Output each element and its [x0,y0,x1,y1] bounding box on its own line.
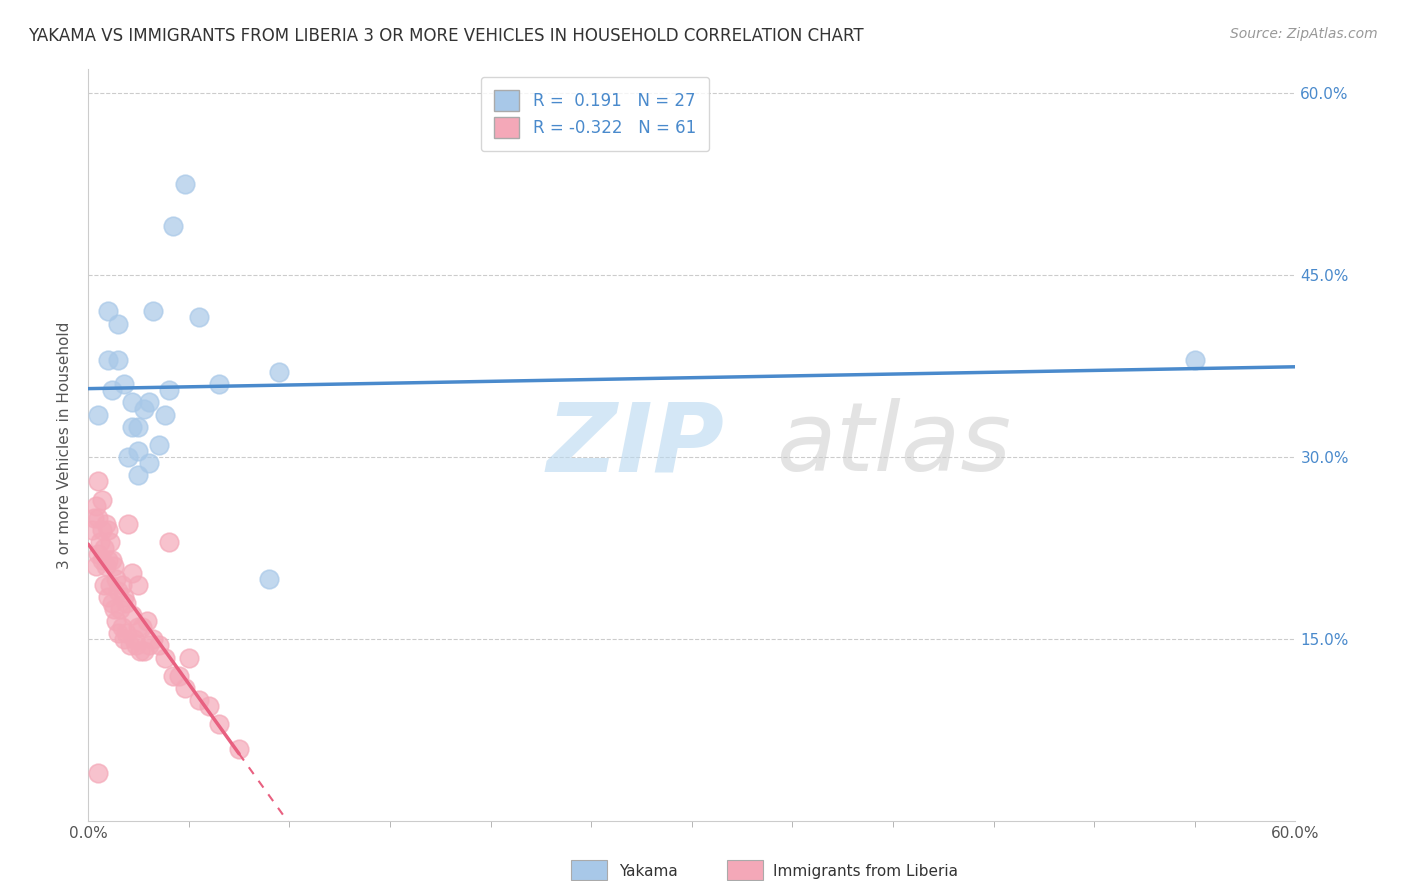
Point [97,523,120,537]
Point [138,395,160,409]
Point [89,535,111,549]
Point [98,535,121,549]
Point [97,553,120,567]
Legend: R =  0.191   N = 27, R = -0.322   N = 61: R = 0.191 N = 27, R = -0.322 N = 61 [481,77,710,151]
Point [131,620,153,634]
Point [157,384,180,398]
Point [121,395,143,409]
Point [129,644,152,658]
Point [141,304,163,318]
Point [91,523,114,537]
Point [101,596,124,610]
Point [127,468,149,483]
Point [269,365,291,379]
Point [138,639,160,653]
Point [101,384,124,398]
Point [96,516,118,531]
Point [84,499,107,513]
Point [82,523,104,537]
Point [117,516,139,531]
Text: ZIP: ZIP [547,399,725,491]
Point [127,620,149,634]
Point [127,419,149,434]
Point [105,572,128,586]
Text: YAKAMA VS IMMIGRANTS FROM LIBERIA 3 OR MORE VEHICLES IN HOUSEHOLD CORRELATION CH: YAKAMA VS IMMIGRANTS FROM LIBERIA 3 OR M… [28,27,863,45]
Point [103,559,125,574]
Point [228,741,250,756]
Point [107,353,129,368]
Point [98,577,121,591]
Point [141,632,163,647]
Point [93,577,115,591]
Point [101,553,124,567]
Point [1184,353,1206,368]
Point [105,614,128,628]
Point [148,438,170,452]
Point [87,765,110,780]
Point [157,535,180,549]
Point [208,717,231,731]
Point [107,317,129,331]
Point [148,639,170,653]
Point [97,590,120,604]
Point [84,559,107,574]
Point [173,177,195,191]
Point [127,577,149,591]
Point [115,626,138,640]
Point [162,219,184,234]
Point [135,614,157,628]
Point [257,572,280,586]
Point [124,632,146,647]
Point [198,699,221,714]
Point [112,590,135,604]
Point [177,650,200,665]
Point [112,377,135,392]
Point [112,632,135,647]
Point [121,419,143,434]
Point [107,583,129,598]
Point [187,310,209,325]
Text: atlas: atlas [776,399,1011,491]
Point [173,681,195,695]
Point [93,541,115,556]
Point [91,492,114,507]
Point [138,456,160,470]
Point [117,450,139,464]
Point [134,644,156,658]
Point [121,607,143,622]
Point [111,620,134,634]
Point [153,650,176,665]
Text: Immigrants from Liberia: Immigrants from Liberia [773,863,959,879]
Point [87,547,110,561]
Point [162,669,184,683]
Point [110,602,132,616]
Point [167,669,190,683]
Point [120,639,142,653]
Point [87,511,110,525]
Point [107,626,129,640]
Point [208,377,231,392]
Point [96,559,118,574]
Point [187,693,209,707]
Point [87,475,110,489]
Point [127,444,149,458]
Point [97,353,120,368]
Point [97,304,120,318]
Point [83,511,105,525]
Text: Yakama: Yakama [619,863,678,879]
Point [134,401,156,416]
Point [111,577,134,591]
Y-axis label: 3 or more Vehicles in Household: 3 or more Vehicles in Household [58,321,72,569]
Point [153,408,176,422]
Point [121,566,143,580]
Point [115,596,138,610]
Point [125,639,148,653]
Point [103,602,125,616]
Point [87,408,110,422]
Point [91,553,114,567]
Text: Source: ZipAtlas.com: Source: ZipAtlas.com [1230,27,1378,41]
